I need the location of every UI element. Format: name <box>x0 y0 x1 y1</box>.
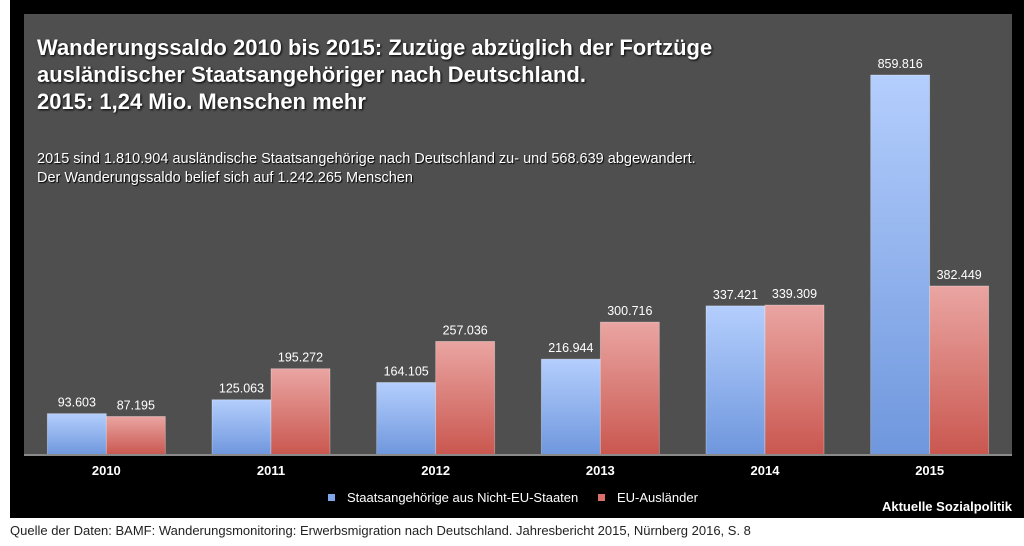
legend-label-eu: EU-Ausländer <box>617 490 698 505</box>
x-tick-2012: 2012 <box>421 463 450 478</box>
bar-eu-2011 <box>270 368 331 456</box>
bar-eu-2010 <box>105 416 166 456</box>
bar-non-eu-2010 <box>46 413 107 456</box>
data-label-non-eu-2014: 337.421 <box>713 288 758 302</box>
bar-eu-2013 <box>599 321 660 456</box>
bar-non-eu-2014 <box>705 305 766 456</box>
bar-non-eu-2015 <box>870 74 931 456</box>
credit-label: Aktuelle Sozialpolitik <box>881 499 1012 514</box>
legend-label-non-eu: Staatsangehörige aus Nicht-EU-Staaten <box>347 490 579 505</box>
title-line-2: ausländischer Staatsangehöriger nach Deu… <box>37 62 586 87</box>
legend-item-non-eu: Staatsangehörige aus Nicht-EU-Staaten <box>328 490 578 505</box>
data-label-non-eu-2013: 216.944 <box>548 341 593 355</box>
legend-swatch-blue <box>328 494 335 501</box>
data-label-eu-2015: 382.449 <box>937 268 982 282</box>
bar-eu-2014 <box>764 304 825 456</box>
bar-non-eu-2013 <box>540 358 601 456</box>
data-label-non-eu-2012: 164.105 <box>384 364 429 378</box>
title-line-3: 2015: 1,24 Mio. Menschen mehr <box>37 89 366 114</box>
bar-eu-2015 <box>929 285 990 456</box>
x-tick-2013: 2013 <box>586 463 615 478</box>
title-line-1: Wanderungssaldo 2010 bis 2015: Zuzüge ab… <box>37 35 713 60</box>
x-tick-2015: 2015 <box>915 463 944 478</box>
chart-title: Wanderungssaldo 2010 bis 2015: Zuzüge ab… <box>37 34 712 115</box>
legend-item-eu: EU-Ausländer <box>598 490 698 505</box>
data-label-eu-2011: 195.272 <box>278 351 323 365</box>
data-label-eu-2010: 87.195 <box>117 398 155 412</box>
subtitle-line-1: 2015 sind 1.810.904 ausländische Staatsa… <box>37 151 696 167</box>
x-tick-2011: 2011 <box>257 463 285 478</box>
data-label-eu-2014: 339.309 <box>772 287 817 301</box>
x-tick-2014: 2014 <box>751 463 781 478</box>
plot-area <box>24 14 1012 455</box>
bar-non-eu-2012 <box>376 382 437 456</box>
legend-swatch-red <box>598 494 605 501</box>
subtitle-line-2: Der Wanderungssaldo belief sich auf 1.24… <box>37 170 413 186</box>
data-label-non-eu-2010: 93.603 <box>58 396 96 410</box>
source-note: Quelle der Daten: BAMF: Wanderungsmonito… <box>10 523 751 538</box>
data-label-eu-2012: 257.036 <box>443 323 488 337</box>
data-label-non-eu-2015: 859.816 <box>878 57 923 71</box>
bar-eu-2012 <box>435 341 496 456</box>
data-label-eu-2013: 300.716 <box>607 304 652 318</box>
data-label-non-eu-2011: 125.063 <box>219 382 264 396</box>
bar-non-eu-2011 <box>211 399 272 456</box>
x-tick-2010: 2010 <box>92 463 121 478</box>
chart-subtitle: 2015 sind 1.810.904 ausländische Staatsa… <box>37 150 696 188</box>
